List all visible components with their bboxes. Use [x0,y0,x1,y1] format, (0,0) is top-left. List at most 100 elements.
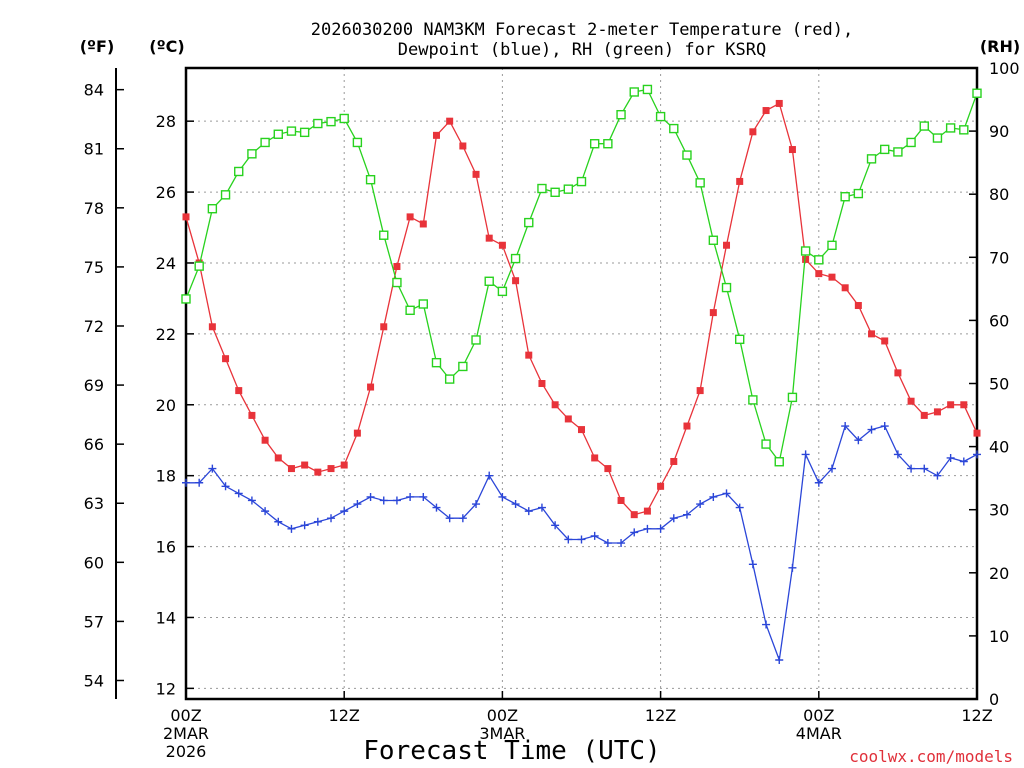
temperature-point [419,220,427,228]
dewpoint-point [854,436,863,445]
temperature-point [683,422,691,430]
temperature-point [367,383,375,391]
celsius-tick-label: 16 [156,538,176,557]
rh-point [629,87,639,97]
rh-point [761,439,771,449]
series-group [181,84,982,665]
dewpoint-point [564,535,573,544]
rh-point [800,246,811,256]
temperature-point [432,131,440,139]
dewpoint-point [195,478,204,487]
x-tick-label: 12Z [645,706,676,725]
rh-point [840,192,850,202]
temperature-point [208,323,216,331]
fahrenheit-tick-label: 75 [84,258,104,277]
x-tick-year: 2026 [166,742,207,761]
temperature-point [630,511,638,519]
rh-point [972,88,982,98]
temperature-point [657,482,665,490]
rh-point [866,154,877,164]
temperature-point [802,255,810,263]
temperature-point [485,234,493,242]
dewpoint-point [577,535,586,544]
rh-point [827,240,837,251]
temperature-point [973,429,981,437]
temperature-point [841,284,849,292]
rh-unit-label: (RH) [980,37,1020,56]
rh-point [616,109,626,120]
temperature-point [301,461,309,469]
dewpoint-point [511,500,520,509]
temperature-point [762,107,770,115]
temperature-point [788,146,796,154]
temperature-point [815,270,823,278]
x-tick-label: 12Z [961,706,992,725]
rh-point [695,178,705,188]
celsius-tick-label: 18 [156,467,176,486]
rh-tick-label: 30 [989,501,1009,520]
rh-point [339,113,349,124]
dewpoint-point [973,450,981,459]
rh-point [708,235,719,245]
plot-frame [184,66,979,701]
dewpoint-point [247,496,256,505]
rh-line [185,88,978,464]
fahrenheit-tick-label: 66 [84,435,104,454]
rh-tick-label: 90 [989,122,1009,141]
temperature-point [498,241,506,249]
dewpoint-point [182,478,190,487]
dewpoint-point [524,507,533,516]
temperature-point [327,465,335,473]
temperature-point [894,369,902,377]
rh-point [299,127,310,138]
rh-point [603,139,613,149]
rh-point [510,253,521,264]
dewpoint-point [630,528,639,537]
temperature-point [604,465,612,473]
dewpoint-point [300,521,309,530]
dewpoint-point [867,425,876,434]
rh-point [405,305,415,316]
dewpoint-point [603,539,612,548]
rh-point [919,121,929,131]
rh-point [550,187,560,198]
celsius-tick-label: 26 [156,183,176,202]
temperature-point [854,302,862,310]
temperature-point [512,277,520,285]
rh-point [365,174,376,185]
temperature-point [736,177,744,185]
fahrenheit-tick-label: 60 [84,553,104,572]
x-tick-label: 00Z [803,706,834,725]
temperature-point [617,496,625,504]
temperature-point [525,351,533,359]
dewpoint-point [551,521,560,530]
dewpoint-point [537,503,546,512]
temperature-point [881,337,889,345]
dewpoint-point [313,517,322,526]
dewpoint-point [933,471,942,480]
credit-text: coolwx.com/models [849,747,1013,766]
dewpoint-point [617,539,626,548]
rh-point [484,276,494,286]
rh-point [273,129,283,139]
temperature-point [538,380,546,387]
dewpoint-point [485,471,494,480]
rh-point [207,204,218,214]
rh-point [748,395,758,405]
rh-tick-label: 40 [989,438,1009,457]
rh-point [497,286,508,297]
dewpoint-point [959,457,968,466]
temperature-point [723,241,731,249]
rh-point [893,147,903,157]
temperature-point [696,387,704,395]
x-tick-date: 4MAR [796,724,842,743]
rh-tick-label: 50 [989,375,1009,394]
dewpoint-point [656,524,665,533]
dewpoint-point [340,507,349,516]
rh-point [247,149,257,159]
dewpoint-point [445,514,454,523]
temperature-point [643,507,651,515]
x-axis-label: Forecast Time (UTC) [363,736,660,766]
dewpoint-point [696,500,705,509]
